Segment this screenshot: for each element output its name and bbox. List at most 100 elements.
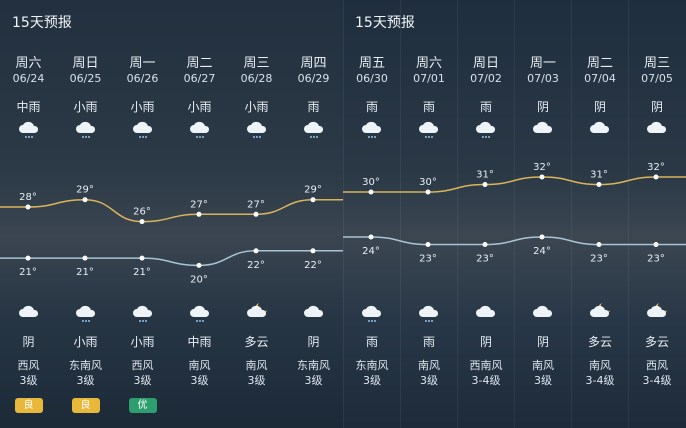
day-column[interactable]: 周三 06/28 小雨 多云 南风 3级 [228, 0, 285, 428]
wind-level: 3级 [190, 374, 209, 387]
cloud-icon [302, 300, 326, 324]
wind-direction: 东南风 [355, 359, 389, 372]
weekday: 周六 [15, 56, 42, 71]
cloud-icon [531, 116, 555, 140]
wind-level: 3-4级 [585, 374, 615, 387]
date: 06/24 [12, 72, 45, 85]
cloud-icon [645, 116, 669, 140]
day-condition: 雨 [479, 100, 492, 114]
day-column[interactable]: 周六 06/24 中雨 阴 西风 3级 良 [0, 0, 57, 428]
night-condition: 雨 [365, 335, 378, 349]
rain-icon [417, 300, 441, 324]
date: 07/01 [413, 72, 445, 85]
wind: 东南风 3级 [285, 358, 342, 388]
day-column[interactable]: 周一 06/26 小雨 小雨 西风 3级 优 [114, 0, 171, 428]
day-condition: 雨 [365, 100, 378, 114]
wind: 东南风 3级 [344, 358, 400, 388]
aqi-badge: 良 [71, 398, 100, 413]
day-column[interactable]: 周二 07/04 阴 多云 南风 3-4级 [571, 0, 628, 428]
day-condition: 小雨 [73, 100, 98, 114]
day-column[interactable]: 周三 07/05 阴 多云 西风 3-4级 [628, 0, 685, 428]
day-column[interactable]: 周日 06/25 小雨 小雨 东南风 3级 良 [57, 0, 114, 428]
aqi-badge: 优 [128, 398, 157, 413]
day-column[interactable]: 周二 06/27 小雨 中雨 南风 3级 [171, 0, 228, 428]
day-condition: 小雨 [244, 100, 269, 114]
wind-level: 3级 [247, 374, 266, 387]
day-column[interactable]: 周六 07/01 雨 雨 南风 3级 [400, 0, 457, 428]
wind-direction: 西风 [17, 359, 40, 372]
cloudy-moon-icon [645, 300, 669, 324]
rain-icon [74, 300, 98, 324]
forecast-panel-right: 15天预报 周五 06/30 雨 雨 东南风 3级 周六 07/01 雨 雨 南风… [343, 0, 686, 428]
weekday: 周一 [529, 56, 556, 71]
weekday: 周日 [472, 56, 499, 71]
rain-icon [245, 116, 269, 140]
aqi-badge: 良 [14, 398, 43, 413]
forecast-title: 15天预报 [12, 15, 72, 31]
date: 07/03 [527, 72, 559, 85]
wind: 南风 3-4级 [572, 358, 628, 388]
wind-level: 3级 [133, 374, 152, 387]
wind-direction: 南风 [418, 359, 440, 372]
wind-direction: 东南风 [69, 359, 102, 372]
wind-direction: 西风 [646, 359, 668, 372]
rain-icon [17, 116, 41, 140]
day-condition: 阴 [536, 100, 549, 114]
weekday: 周五 [358, 56, 385, 71]
rain-icon [74, 116, 98, 140]
night-condition: 多云 [244, 335, 269, 349]
day-condition: 雨 [422, 100, 435, 114]
day-condition: 阴 [593, 100, 606, 114]
day-condition: 阴 [650, 100, 663, 114]
night-condition: 多云 [644, 335, 669, 349]
night-condition: 小雨 [130, 335, 155, 349]
rain-icon [417, 116, 441, 140]
wind-direction: 南风 [589, 359, 611, 372]
night-condition: 阴 [536, 335, 549, 349]
weekday: 周二 [186, 56, 213, 71]
night-condition: 多云 [587, 335, 612, 349]
rain-icon [474, 116, 498, 140]
wind-direction: 南风 [245, 359, 268, 372]
rain-icon [188, 300, 212, 324]
date: 07/04 [584, 72, 616, 85]
cloudy-moon-icon [588, 300, 612, 324]
day-column[interactable]: 周四 06/29 雨 阴 东南风 3级 [285, 0, 342, 428]
wind-level: 3级 [76, 374, 95, 387]
wind-direction: 南风 [188, 359, 211, 372]
weekday: 周二 [586, 56, 613, 71]
cloud-icon [17, 300, 41, 324]
day-column[interactable]: 周日 07/02 雨 阴 西南风 3-4级 [457, 0, 514, 428]
cloud-icon [588, 116, 612, 140]
wind-direction: 东南风 [297, 359, 330, 372]
wind: 南风 3级 [515, 358, 571, 388]
night-condition: 阴 [479, 335, 492, 349]
day-column[interactable]: 周五 06/30 雨 雨 东南风 3级 [343, 0, 400, 428]
wind-level: 3级 [363, 374, 381, 387]
cloud-icon [531, 300, 555, 324]
wind-direction: 南风 [532, 359, 554, 372]
wind: 西风 3-4级 [629, 358, 685, 388]
wind: 西风 3级 [0, 358, 57, 388]
forecast-panel-left: 15天预报 周六 06/24 中雨 阴 西风 3级 良 周日 06/25 小雨 小… [0, 0, 343, 428]
weekday: 周三 [643, 56, 670, 71]
night-condition: 中雨 [187, 335, 212, 349]
date: 06/25 [69, 72, 102, 85]
wind-level: 3级 [19, 374, 38, 387]
rain-icon [131, 300, 155, 324]
wind-direction: 西风 [131, 359, 154, 372]
night-condition: 阴 [307, 335, 320, 349]
forecast-title: 15天预报 [355, 15, 415, 31]
date: 06/28 [240, 72, 273, 85]
day-condition: 小雨 [130, 100, 155, 114]
wind: 南风 3级 [401, 358, 457, 388]
wind: 西南风 3-4级 [458, 358, 514, 388]
day-condition: 小雨 [187, 100, 212, 114]
date: 06/30 [356, 72, 388, 85]
day-column[interactable]: 周一 07/03 阴 阴 南风 3级 [514, 0, 571, 428]
cloud-icon [474, 300, 498, 324]
rain-icon [360, 116, 384, 140]
night-condition: 小雨 [73, 335, 98, 349]
rain-icon [188, 116, 212, 140]
wind-level: 3-4级 [471, 374, 501, 387]
